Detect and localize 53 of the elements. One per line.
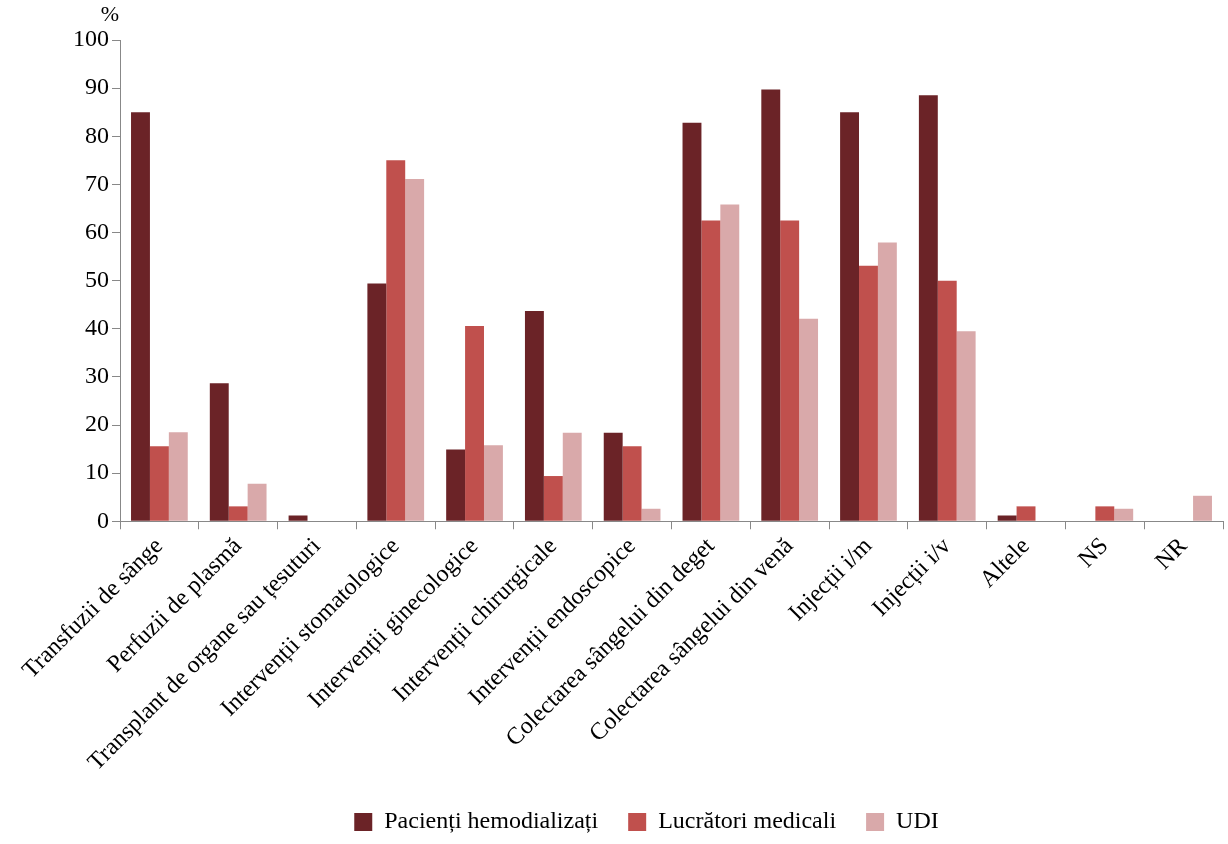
bar	[465, 325, 484, 521]
y-tick-label: 60	[85, 217, 109, 244]
bar	[840, 112, 860, 521]
bar	[524, 310, 544, 521]
bar	[937, 280, 957, 521]
bar	[799, 318, 819, 521]
y-tick-label: 0	[97, 506, 109, 533]
y-tick-label: 100	[73, 25, 109, 52]
bar	[131, 112, 150, 521]
legend-label: Pacienți hemodializați	[384, 807, 599, 834]
bar	[367, 283, 387, 521]
bar	[859, 265, 878, 521]
bar	[1016, 506, 1036, 521]
bar	[1193, 495, 1212, 521]
y-tick-label: 20	[85, 410, 109, 437]
bar	[877, 242, 897, 521]
bar	[641, 508, 661, 521]
bar	[483, 445, 503, 521]
bar	[918, 95, 938, 521]
y-tick-label: 30	[85, 362, 109, 389]
y-tick-label: 80	[85, 121, 109, 148]
bar	[761, 89, 781, 521]
bar	[149, 446, 169, 521]
bar	[622, 446, 642, 521]
x-tick-label: NR	[1149, 532, 1192, 575]
y-tick-label: 90	[85, 73, 109, 100]
legend-label: Lucrători medicali	[658, 807, 837, 834]
y-tick-label: 40	[85, 314, 109, 341]
bar	[603, 432, 623, 521]
bar	[682, 122, 702, 521]
bar	[562, 432, 582, 521]
bar	[209, 383, 229, 521]
bar	[543, 476, 563, 521]
bar	[168, 432, 188, 521]
bar	[446, 449, 466, 521]
bar	[701, 220, 721, 521]
x-tick-label: NS	[1072, 532, 1113, 573]
y-tick-label: 50	[85, 265, 109, 292]
bar	[997, 515, 1017, 521]
bar	[288, 515, 308, 521]
y-tick-label: 10	[85, 458, 109, 485]
bar	[1114, 508, 1134, 521]
bar	[720, 204, 740, 521]
bar	[956, 331, 976, 521]
bar	[405, 179, 425, 521]
bar	[247, 483, 267, 521]
y-tick-label: 70	[85, 169, 109, 196]
bar	[228, 506, 248, 521]
bar	[780, 220, 800, 521]
y-axis-title: %	[100, 0, 120, 26]
legend-label: UDI	[896, 807, 939, 834]
bar	[386, 160, 406, 521]
bar	[1095, 506, 1115, 521]
